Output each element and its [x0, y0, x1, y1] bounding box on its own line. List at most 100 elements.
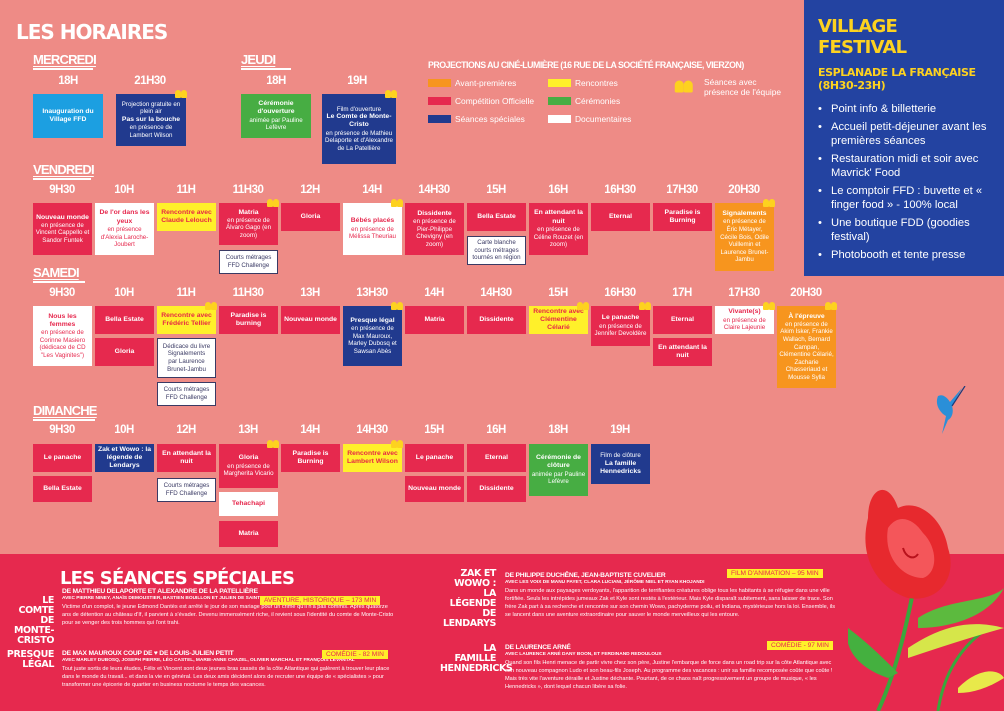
hour: 16H: [486, 424, 506, 436]
hour: 12H: [300, 184, 320, 196]
team-icon: [639, 300, 652, 310]
hour: 11H30: [232, 287, 264, 299]
hour: 20H30: [728, 184, 760, 196]
event-cell[interactable]: Dissidente en présence de Pier-Philippe C…: [405, 203, 464, 255]
village-item: Une boutique FDD (goodies festival): [818, 216, 990, 244]
hour: 17H: [672, 287, 692, 299]
film-block[interactable]: DE MAX MAUROUX COUP DE ♥ DE LOUIS-JULIEN…: [62, 650, 390, 689]
legend-item: Documentaires: [548, 114, 631, 124]
genre-tag: COMÉDIE - 97 MIN: [767, 641, 833, 650]
event-cell[interactable]: Zak et Wowo : la légende de Lendarys: [95, 444, 154, 472]
event-cell[interactable]: Tehachapi: [219, 492, 278, 516]
team-icon: [825, 300, 838, 310]
hour: 17H30: [666, 184, 698, 196]
event-cell[interactable]: Bella Estate: [33, 476, 92, 502]
event-cell[interactable]: Paradise is Burning: [653, 203, 712, 231]
hour: 9H30: [49, 424, 75, 436]
event-cell[interactable]: Le panache: [33, 444, 92, 472]
event-cell[interactable]: Dissidente: [467, 476, 526, 502]
genre-tag: AVENTURE, HISTORIQUE – 173 MIN: [260, 596, 381, 605]
hour: 11H30: [232, 184, 264, 196]
film-block[interactable]: DE MATTHIEU DELAPORTE ET ALEXANDRE DE LA…: [62, 588, 394, 627]
film-name: LA FAMILLE HENNEDRICKS: [440, 643, 513, 674]
hour: 14H: [424, 287, 444, 299]
event-cell[interactable]: Matria: [219, 521, 278, 547]
event-cell[interactable]: En attendant la nuit: [653, 338, 712, 366]
event-cell[interactable]: Rencontre avec Clémentine Célarié: [529, 302, 589, 334]
team-icon: [391, 438, 404, 448]
event-cell[interactable]: En attendant la nuit: [157, 444, 216, 472]
event-cell[interactable]: Film d'ouverture Le Comte de Monte-Cristo…: [322, 90, 397, 164]
event-cell[interactable]: Nous les femmes en présence de Corinne Ma…: [33, 306, 92, 366]
hour: 18H: [58, 75, 78, 87]
event-cell[interactable]: Bella Estate: [95, 306, 154, 334]
hour: 19H: [610, 424, 630, 436]
legend-item: Séances spéciales: [428, 114, 525, 124]
event-cell[interactable]: Vivante(s) en présence de Claire Lajeunie: [715, 302, 775, 334]
event-cell[interactable]: Bella Estate: [467, 203, 526, 231]
hour: 14H30: [480, 287, 512, 299]
event-cell[interactable]: Rencontre avec Frédéric Tellier: [157, 302, 217, 334]
event-cell[interactable]: Eternal: [467, 444, 526, 472]
event-cell[interactable]: Rencontre avec Lambert Wilson: [343, 440, 403, 472]
specials-title: LES SÉANCES SPÉCIALES: [60, 568, 295, 589]
event-cell[interactable]: Le panache: [405, 444, 464, 472]
event-cell[interactable]: Bébés placés en présence de Mélissa Theur…: [343, 199, 403, 255]
event-cell[interactable]: Courts métrages FFD Challenge: [219, 250, 278, 274]
event-cell[interactable]: Courts métrages FFD Challenge: [157, 478, 216, 502]
event-cell[interactable]: De l'or dans les yeux en présence d'Alexi…: [95, 203, 154, 255]
event-cell[interactable]: Nouveau monde: [281, 306, 340, 334]
event-cell[interactable]: Projection gratuite en plein air Pas sur …: [116, 90, 187, 146]
event-cell[interactable]: Rencontre avec Claude Lelouch: [157, 203, 216, 231]
hour: 15H: [424, 424, 444, 436]
event-cell[interactable]: Courts métrages FFD Challenge: [157, 382, 216, 406]
event-cell[interactable]: Eternal: [591, 203, 650, 231]
hour: 15H: [548, 287, 568, 299]
day-samedi: SAMEDI: [33, 265, 85, 283]
genre-tag: FILM D'ANIMATION – 95 MIN: [727, 569, 823, 578]
day-mercredi: MERCREDI: [33, 52, 97, 70]
event-cell[interactable]: Carte blanche courts métrages tournés en…: [467, 236, 526, 265]
village-item: Le comptoir FFD : buvette et « finger fo…: [818, 184, 990, 212]
hour: 10H: [114, 184, 134, 196]
hour: 14H: [300, 424, 320, 436]
genre-tag: COMÉDIE - 82 MIN: [322, 650, 388, 659]
team-icon: [267, 197, 280, 207]
legend: PROJECTIONS AU CINÉ-LUMIÈRE (16 RUE DE L…: [428, 60, 793, 132]
event-cell[interactable]: Paradise is Burning: [281, 444, 340, 472]
hummingbird-illustration: [936, 386, 966, 434]
legend-item: Compétition Officielle: [428, 96, 534, 106]
event-cell[interactable]: À l'épreuve en présence de Akim Isker, Fr…: [777, 302, 837, 388]
event-cell[interactable]: Gloria: [95, 338, 154, 366]
film-block[interactable]: DE PHILIPPE DUCHÊNE, JEAN-BAPTISTE CUVEL…: [505, 572, 836, 619]
event-cell[interactable]: En attendant la nuit en présence de Célin…: [529, 203, 588, 255]
event-cell[interactable]: Eternal: [653, 306, 712, 334]
event-cell[interactable]: Paradise is burning: [219, 306, 278, 334]
event-cell[interactable]: Signalements en présence de Éric Métayer,…: [715, 199, 775, 271]
hour: 13H: [300, 287, 320, 299]
event-cell[interactable]: Cérémonie d'ouverture animée par Pauline …: [241, 94, 311, 138]
event-cell[interactable]: Presque légal en présence de Max Mauroux,…: [343, 302, 403, 366]
event-cell[interactable]: Cérémonie de clôture animée par Pauline L…: [529, 444, 588, 496]
legend-item: Avant-premières: [428, 78, 516, 88]
event-cell[interactable]: Gloria en présence de Margherita Vicario: [219, 440, 279, 488]
event-cell[interactable]: Film de clôture La famille Hennedricks: [591, 444, 650, 484]
event-cell[interactable]: Gloria: [281, 203, 340, 231]
event-cell[interactable]: Nouveau monde en présence de Vincent Capp…: [33, 203, 92, 255]
event-cell[interactable]: Inauguration du Village FFD: [33, 94, 103, 138]
hour: 18H: [548, 424, 568, 436]
village-item: Accueil petit-déjeuner avant les premièr…: [818, 120, 990, 148]
hour: 20H30: [790, 287, 822, 299]
event-cell[interactable]: Matria: [405, 306, 464, 334]
event-cell[interactable]: Matria en présence de Álvaro Gago (en zoo…: [219, 199, 279, 245]
event-cell[interactable]: Dédicace du livre Signalements par Laurenc…: [157, 338, 216, 378]
hour: 11H: [176, 184, 196, 196]
film-block[interactable]: DE LAURENCE ARNÉ AVEC LAURENCE ARNÉ DANY…: [505, 644, 833, 691]
hour: 14H30: [356, 424, 388, 436]
event-cell[interactable]: Nouveau monde: [405, 476, 464, 502]
team-icon: [763, 197, 776, 207]
event-cell[interactable]: Le panache en présence de Jennifer Devold…: [591, 302, 651, 346]
event-cell[interactable]: Dissidente: [467, 306, 526, 334]
film-name: LE COMTE DE MONTE-CRISTO: [14, 595, 54, 646]
page-title: LES HORAIRES: [16, 20, 168, 44]
